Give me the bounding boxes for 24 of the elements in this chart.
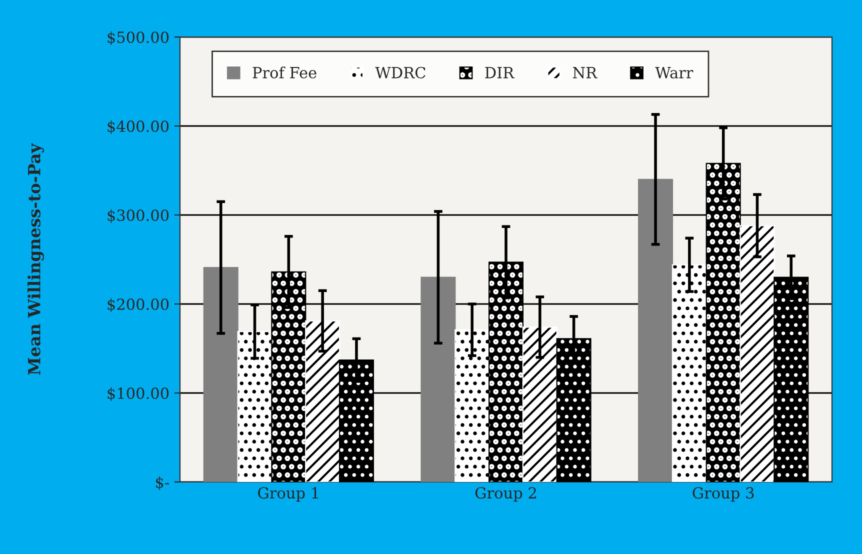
bar bbox=[740, 225, 775, 482]
bar bbox=[522, 326, 558, 482]
bar bbox=[203, 266, 238, 482]
x-tick-label: Group 1 bbox=[258, 487, 318, 502]
y-tick-label: $200.00 bbox=[108, 298, 169, 312]
legend-label: DIR bbox=[485, 67, 515, 78]
bar bbox=[237, 331, 272, 482]
bar bbox=[672, 264, 707, 482]
y-tick-label: $300.00 bbox=[108, 209, 169, 224]
y-tick-label: $- bbox=[156, 476, 169, 490]
legend-label: WDRC bbox=[375, 66, 426, 78]
bar bbox=[420, 276, 456, 482]
y-tick-label: $400.00 bbox=[108, 120, 169, 134]
y-tick-label: $500.00 bbox=[108, 31, 169, 46]
x-tick-label: Group 2 bbox=[475, 487, 536, 502]
bar bbox=[305, 320, 340, 482]
x-tick-label: Group 3 bbox=[692, 487, 754, 502]
bar bbox=[454, 329, 490, 482]
legend-label: NR bbox=[572, 67, 598, 78]
y-axis-title: Mean Willingness-to-Pay bbox=[28, 143, 44, 375]
y-tick-label: $100.00 bbox=[108, 387, 169, 402]
bar bbox=[638, 178, 674, 482]
legend-label: Prof Fee bbox=[252, 66, 316, 78]
legend-label: Warr bbox=[655, 67, 694, 78]
